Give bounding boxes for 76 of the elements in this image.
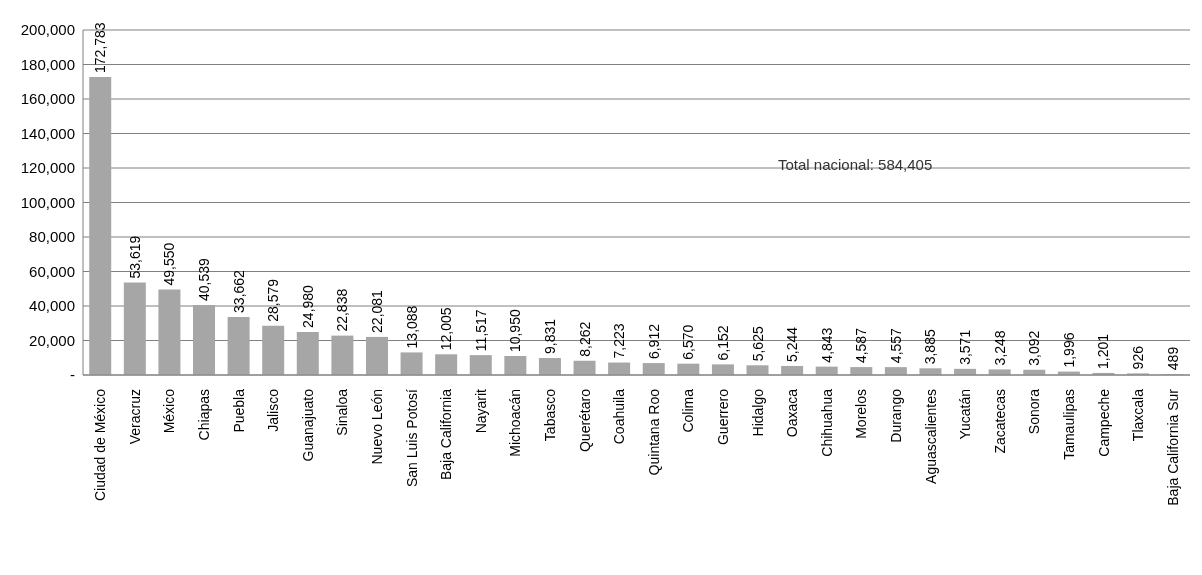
data-label: 22,081 [368,289,385,333]
data-label: 9,831 [541,318,558,355]
x-tick-label: Colima [680,388,697,433]
annotation: Total nacional: 584,405 [778,156,933,173]
x-tick-label: Puebla [230,388,247,433]
data-label: 3,092 [1026,330,1043,366]
data-label: 1,201 [1095,333,1112,369]
data-label: 4,843 [818,327,835,363]
y-tick-label: 120,000 [20,159,75,177]
data-label: 12,005 [438,307,455,351]
x-tick-label: Oaxaca [784,388,801,438]
x-tick-label: Hidalgo [749,388,766,437]
x-tick-label: Morelos [853,389,870,439]
data-label: 33,662 [230,269,247,313]
x-tick-label: Tamaulipas [1060,389,1077,460]
x-tick-label: Guanajuato [299,388,316,462]
x-tick-label: Sinaloa [334,388,351,436]
x-tick-label: Quintana Roo [645,388,662,476]
x-tick-label: Durango [887,388,904,443]
x-tick-label: Sonora [1026,388,1043,435]
data-label: 3,248 [991,330,1008,366]
y-tick-label: 40,000 [29,297,75,315]
x-tick-label: Campeche [1095,388,1112,457]
data-label: 8,262 [576,321,593,357]
data-label: 24,980 [299,284,316,328]
data-label: 28,579 [265,278,282,322]
data-label: 6,152 [714,325,731,361]
x-tick-label: Coahuila [611,388,628,445]
x-tick-label: Yucatán [957,389,974,440]
data-label: 3,571 [957,329,974,365]
x-tick-label: Jalisco [265,388,282,432]
data-label: 6,912 [645,323,662,360]
y-tick-label: 140,000 [20,124,75,142]
data-label: 53,619 [126,235,143,279]
data-label: 4,557 [887,327,904,364]
data-label: 4,587 [853,327,870,364]
y-tick-label: 80,000 [29,228,75,246]
data-label: 40,539 [196,258,213,302]
y-tick-label: 100,000 [20,193,75,211]
data-label: 172,783 [92,22,109,73]
data-label: 1,996 [1060,332,1077,368]
x-tick-label: San Luis Potosí [403,388,420,488]
x-tick-label: Tlaxcala [1130,388,1147,442]
x-tick-label: Chihuahua [818,388,835,457]
y-tick-label: 60,000 [29,262,75,280]
data-label: 489 [1164,346,1181,371]
y-tick-label: 200,000 [20,21,75,39]
data-label: 5,625 [749,326,766,362]
y-tick-label: - [70,366,75,384]
x-tick-label: Zacatecas [991,389,1008,454]
y-tick-label: 20,000 [29,331,75,349]
data-label: 5,244 [784,326,801,362]
data-label: 10,950 [507,309,524,353]
data-label: 11,517 [472,309,489,352]
x-tick-label: Baja California Sur [1164,388,1181,506]
data-label: 926 [1130,345,1147,370]
x-tick-label: Baja California [438,388,455,481]
x-tick-label: México [161,388,178,434]
x-tick-label: Michoacán [507,389,524,457]
data-label: 6,570 [680,324,697,360]
x-tick-label: Guerrero [714,388,731,446]
data-label: 7,223 [611,323,628,359]
data-label: 3,885 [922,329,939,365]
data-label: 13,088 [403,305,420,349]
x-tick-label: Aguascalientes [922,389,939,484]
x-tick-label: Nayarit [472,388,489,434]
y-tick-label: 160,000 [20,90,75,108]
x-tick-label: Veracruz [126,389,143,445]
x-tick-label: Tabasco [542,388,559,442]
y-tick-label: 180,000 [20,55,75,73]
data-label: 49,550 [161,242,178,286]
x-tick-label: Nuevo León [369,389,386,465]
x-tick-label: Querétaro [576,388,593,453]
data-label: 22,838 [334,288,351,332]
x-tick-label: Ciudad de México [92,388,109,502]
x-tick-label: Chiapas [196,389,213,441]
